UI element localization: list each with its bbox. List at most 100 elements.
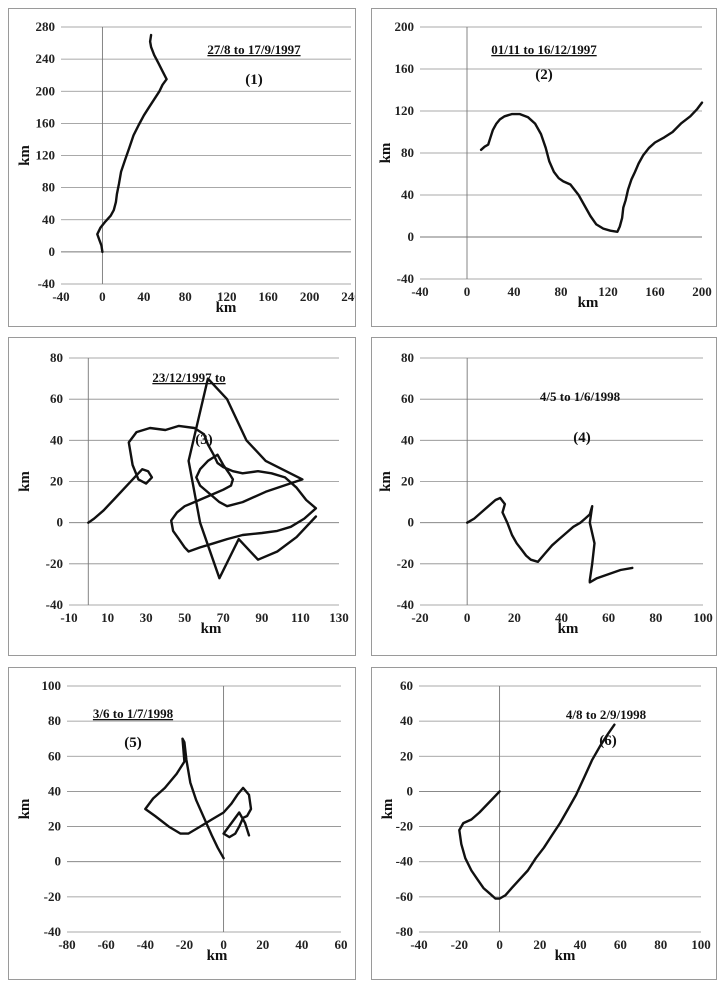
- panel-6-y-tick-label: -40: [396, 854, 413, 869]
- panel-3-y-tick-label: 20: [50, 474, 63, 489]
- panel-2-y-tick-label: 200: [395, 19, 415, 34]
- panel-1-x-tick-label: 240: [341, 289, 355, 304]
- panel-3-x-tick-label: 110: [291, 610, 310, 625]
- panel-5-x-tick-label: 20: [256, 937, 269, 952]
- panel-1-x-tick-label: -40: [52, 289, 69, 304]
- panel-3-x-tick-label: 90: [255, 610, 268, 625]
- panel-3-x-tick-label: 130: [329, 610, 349, 625]
- panel-5-x-tick-label: 60: [335, 937, 348, 952]
- panel-3-y-tick-label: -20: [46, 556, 63, 571]
- panel-6-y-tick-label: -60: [396, 889, 413, 904]
- panel-2-x-tick-label: 200: [692, 284, 712, 299]
- panel-4-x-axis-label: km: [558, 621, 579, 637]
- panel-4-y-tick-label: 0: [408, 515, 415, 530]
- panel-5-x-tick-label: 0: [220, 937, 227, 952]
- panel-2: -40 0 40 80 120 160 200 -40 0 40 80 120 160 200 km km 01…: [371, 8, 717, 327]
- panel-5-y-tick-label: -40: [44, 924, 61, 939]
- panel-6-x-tick-label: 40: [574, 937, 587, 952]
- panel-1-x-tick-label: 80: [179, 289, 192, 304]
- panel-6-x-tick-label: 20: [533, 937, 546, 952]
- panel-5-x-tick-label: -80: [58, 937, 75, 952]
- panel-4-y-tick-label: -20: [397, 556, 414, 571]
- panel-5-x-tick-label: 40: [295, 937, 308, 952]
- panel-1-y-tick-label: 240: [36, 51, 56, 66]
- chart-1: -40 0 40 80 120 160 200 240 280 -40 0 40 80 120 160 200…: [17, 19, 355, 316]
- panel-3-y-tick-label: 60: [50, 391, 63, 406]
- panel-1-y-axis-label: km: [17, 145, 33, 166]
- panel-6-x-tick-label: 80: [654, 937, 667, 952]
- panel-4-panel-number: (4): [573, 430, 591, 446]
- panel-5-x-tick-label: -20: [176, 937, 193, 952]
- panel-3-x-tick-label: 50: [178, 610, 191, 625]
- panel-6-y-tick-label: -20: [396, 819, 413, 834]
- panel-3-title: 23/12/1997 to: [152, 370, 225, 385]
- panel-2-y-tick-label: 120: [395, 103, 415, 118]
- panel-3-y-tick-label: -40: [46, 597, 63, 612]
- panel-6-y-tick-label: -80: [396, 924, 413, 939]
- panel-5-y-tick-label: 60: [48, 748, 61, 763]
- panel-2-trajectory-line: [479, 101, 704, 234]
- panel-6-title: 4/8 to 2/9/1998: [566, 707, 647, 722]
- panel-4-trajectory-line: [465, 496, 634, 584]
- panel-5-y-axis-label: km: [17, 798, 33, 819]
- panel-6-y-tick-label: 20: [400, 748, 413, 763]
- panel-4: -40 -20 0 20 40 60 80 -20 0 20 40 60 80 100 km km 4/5 to…: [371, 337, 717, 656]
- panel-2-y-tick-label: 160: [395, 61, 415, 76]
- panel-2-y-tick-label: -40: [397, 271, 414, 286]
- panel-1: -40 0 40 80 120 160 200 240 280 -40 0 40 80 120 160 200…: [8, 8, 356, 327]
- panel-2-x-tick-label: 80: [555, 284, 568, 299]
- panel-3-x-tick-label: 70: [217, 610, 230, 625]
- panel-3-y-axis-label: km: [17, 471, 33, 492]
- panel-2-y-tick-label: 80: [401, 145, 414, 160]
- panel-2-x-axis-label: km: [578, 295, 599, 311]
- chart-5: -40 -20 0 20 40 60 80 100 -80 -60 -40 -20 0 20 40 60 km k…: [17, 678, 348, 964]
- panel-3-y-tick-label: 80: [50, 350, 63, 365]
- panel-2-y-axis-label: km: [378, 142, 394, 163]
- panel-1-y-tick-label: 80: [42, 180, 55, 195]
- panel-1-x-tick-label: 160: [258, 289, 278, 304]
- panel-2-y-tick-label: 0: [408, 229, 415, 244]
- panel-6-y-tick-label: 0: [407, 783, 414, 798]
- panel-1-trajectory-line: [96, 33, 168, 254]
- panel-3-trajectory-line: [87, 377, 318, 580]
- chart-3: -40 -20 0 20 40 60 80 -10 10 30 50 70 90 110 130 km km 23…: [17, 350, 349, 637]
- panel-4-y-axis-label: km: [378, 471, 394, 492]
- panel-1-x-tick-label: 40: [137, 289, 150, 304]
- panel-2-x-tick-label: 160: [645, 284, 665, 299]
- panel-4-x-tick-label: 80: [649, 610, 662, 625]
- panel-4-y-tick-label: 20: [401, 474, 414, 489]
- panel-2-x-tick-label: 40: [508, 284, 521, 299]
- panel-6-x-axis-label: km: [555, 948, 576, 964]
- panel-1-y-tick-label: 200: [36, 83, 56, 98]
- panel-6-x-tick-label: -20: [451, 937, 468, 952]
- panel-5-y-tick-label: -20: [44, 889, 61, 904]
- panel-2-x-tick-label: -40: [411, 284, 428, 299]
- panel-4-y-tick-label: -40: [397, 597, 414, 612]
- panel-6: -80 -60 -40 -20 0 20 40 60 -40 -20 0 20 40 60 80 100 km k…: [371, 667, 717, 980]
- panel-1-y-tick-label: 120: [36, 148, 56, 163]
- panel-2-x-tick-label: 120: [598, 284, 618, 299]
- panel-1-panel-number: (1): [245, 72, 263, 88]
- panel-3-x-tick-label: 30: [140, 610, 153, 625]
- panel-6-x-tick-label: 0: [496, 937, 503, 952]
- panel-4-y-tick-label: 60: [401, 391, 414, 406]
- panel-3-y-tick-label: 0: [57, 515, 64, 530]
- panel-5-y-tick-label: 40: [48, 783, 61, 798]
- panel-5-y-tick-label: 80: [48, 713, 61, 728]
- panel-6-x-tick-label: 100: [691, 937, 711, 952]
- panel-5-y-tick-label: 0: [55, 854, 62, 869]
- panel-4-x-tick-label: 60: [602, 610, 615, 625]
- panel-6-panel-number: (6): [599, 733, 617, 749]
- panel-1-x-tick-label: 200: [300, 289, 320, 304]
- panel-6-y-tick-label: 40: [400, 713, 413, 728]
- panel-2-title: 01/11 to 16/12/1997: [491, 42, 597, 57]
- panel-4-y-tick-label: 40: [401, 432, 414, 447]
- panel-5-x-axis-label: km: [207, 948, 228, 964]
- panel-5-x-tick-label: -60: [97, 937, 114, 952]
- panel-1-y-tick-label: 280: [36, 19, 56, 34]
- panel-1-y-tick-label: 160: [36, 115, 56, 130]
- panel-3: -40 -20 0 20 40 60 80 -10 10 30 50 70 90 110 130 km km 23…: [8, 337, 356, 656]
- panel-3-y-tick-label: 40: [50, 432, 63, 447]
- panel-4-x-tick-label: -20: [411, 610, 428, 625]
